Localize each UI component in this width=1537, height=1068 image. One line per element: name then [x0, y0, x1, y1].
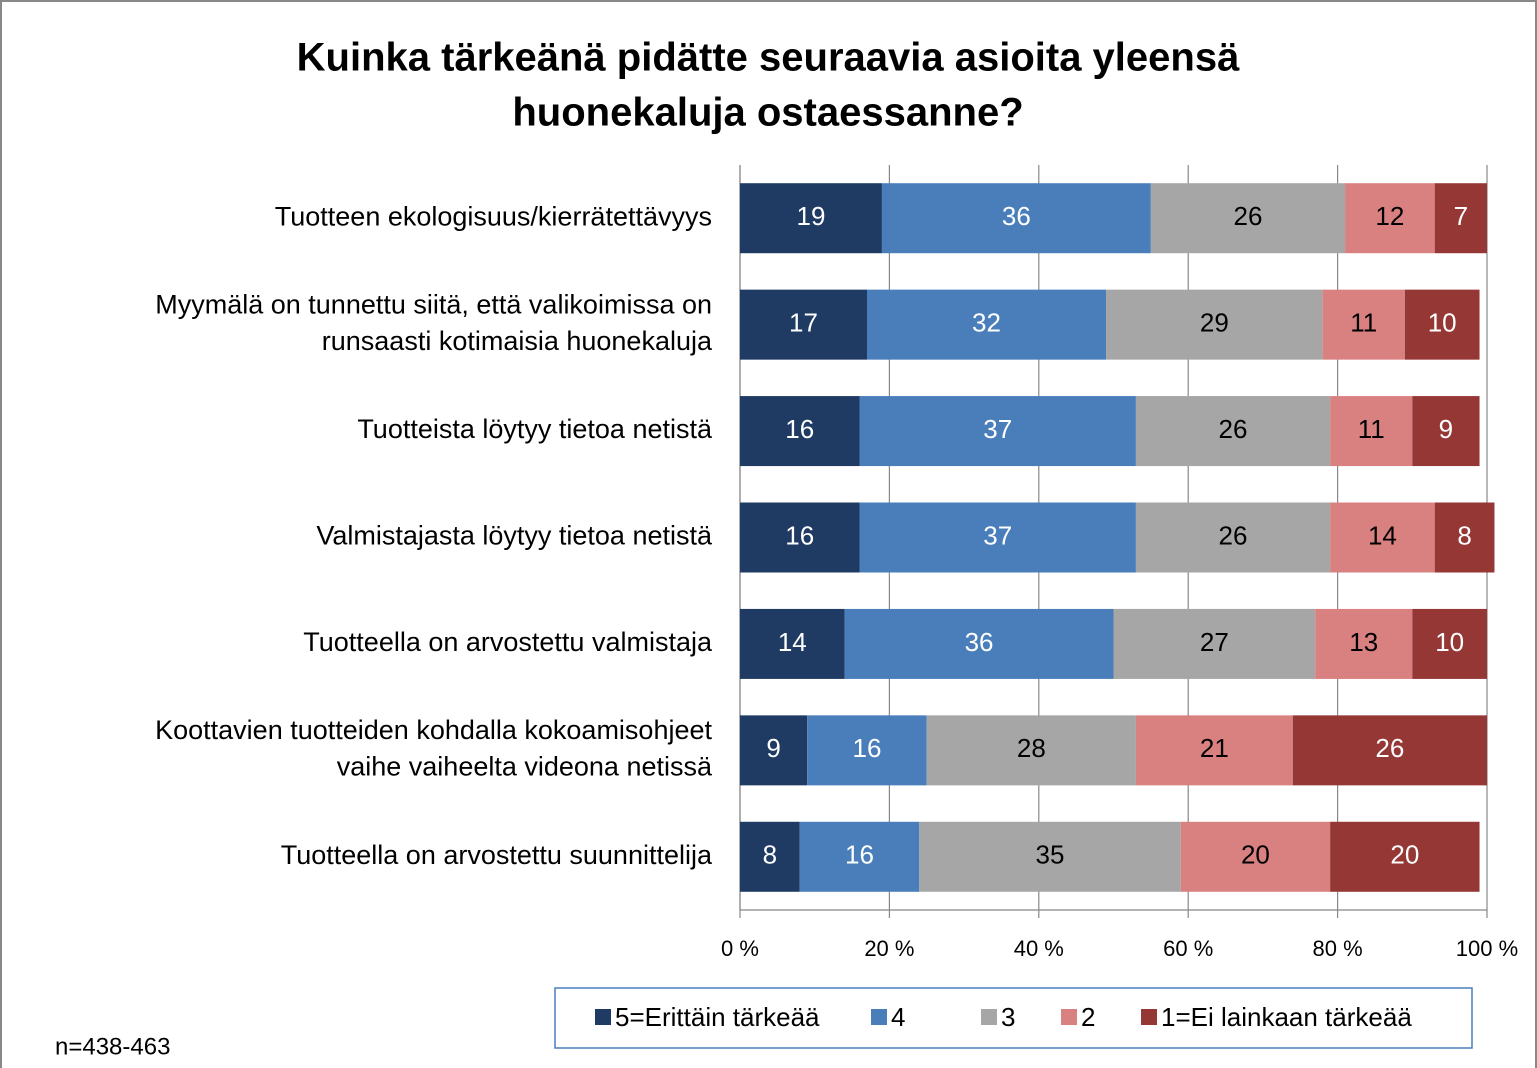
bar [799, 821, 920, 892]
bar [740, 502, 860, 573]
data-label: 14 [1368, 520, 1397, 550]
y-tick-label: Tuotteella on arvostettu suunnittelija [281, 840, 713, 870]
y-tick-label: Tuotteella on arvostettu valmistaja [303, 627, 713, 657]
data-label: 14 [778, 627, 807, 657]
bar [740, 821, 800, 892]
data-label: 32 [972, 308, 1001, 338]
legend-label: 5=Erittäin tärkeää [615, 1002, 820, 1032]
bar [859, 396, 1136, 467]
bar [1315, 608, 1413, 679]
x-tick-label: 80 % [1313, 936, 1363, 961]
data-label: 13 [1349, 627, 1378, 657]
y-tick-label: Valmistajasta löytyy tietoa netistä [316, 521, 713, 551]
bar [919, 821, 1181, 892]
bar [866, 289, 1107, 360]
data-label: 26 [1375, 733, 1404, 763]
bar [740, 289, 867, 360]
legend-swatch [1061, 1009, 1077, 1025]
bar [844, 608, 1114, 679]
bar [1434, 502, 1495, 573]
data-label: 20 [1241, 840, 1270, 870]
data-label: 11 [1358, 414, 1385, 444]
legend-swatch [981, 1009, 997, 1025]
data-label: 11 [1350, 308, 1377, 338]
bar [1330, 502, 1435, 573]
data-label: 26 [1219, 520, 1248, 550]
data-label: 8 [763, 840, 777, 870]
bar [1322, 289, 1405, 360]
data-label: 10 [1428, 308, 1457, 338]
data-label: 21 [1200, 733, 1229, 763]
x-tick-label: 0 % [721, 936, 759, 961]
bar [1345, 183, 1435, 254]
bar [1404, 289, 1480, 360]
data-label: 37 [983, 414, 1012, 444]
bar [807, 715, 927, 786]
legend-swatch [1141, 1009, 1157, 1025]
data-label: 9 [766, 733, 780, 763]
bar [1106, 289, 1323, 360]
data-label: 17 [789, 308, 818, 338]
legend-label: 2 [1081, 1002, 1095, 1032]
y-tick-label: Tuotteen ekologisuus/kierrätettävyys [275, 201, 712, 231]
data-label: 36 [1002, 201, 1031, 231]
data-label: 37 [983, 520, 1012, 550]
data-label: 27 [1200, 627, 1229, 657]
bar [740, 183, 882, 254]
x-tick-label: 100 % [1456, 936, 1518, 961]
data-label: 16 [845, 840, 874, 870]
y-tick-label: Tuotteista löytyy tietoa netistä [357, 414, 713, 444]
data-label: 26 [1233, 201, 1262, 231]
x-tick-label: 40 % [1014, 936, 1064, 961]
data-label: 16 [853, 733, 882, 763]
bar [1292, 715, 1487, 786]
bar [1135, 396, 1331, 467]
bar [740, 608, 845, 679]
data-label: 29 [1200, 308, 1229, 338]
bar [1330, 396, 1413, 467]
chart-title: Kuinka tärkeänä pidätte seuraavia asioit… [297, 35, 1240, 134]
data-label: 9 [1439, 414, 1453, 444]
x-tick-label: 60 % [1163, 936, 1213, 961]
y-tick-label: Myymälä on tunnettu siitä, että valikoim… [155, 290, 713, 356]
legend-box [554, 987, 1473, 1049]
data-label: 7 [1454, 201, 1468, 231]
bar [859, 502, 1136, 573]
data-label: 16 [785, 414, 814, 444]
data-label: 20 [1390, 840, 1419, 870]
legend-swatch [871, 1009, 887, 1025]
note: n=438-463 [55, 1033, 170, 1060]
bar [1330, 821, 1480, 892]
bar [1412, 608, 1487, 679]
bar [1434, 183, 1487, 254]
data-label: 35 [1036, 840, 1065, 870]
bar [881, 183, 1151, 254]
legend-label: 3 [1001, 1002, 1015, 1032]
bar [740, 396, 860, 467]
data-label: 10 [1435, 627, 1464, 657]
bar [1113, 608, 1316, 679]
legend-swatch [595, 1009, 611, 1025]
bar [1135, 502, 1331, 573]
bar [1135, 715, 1293, 786]
bar [740, 715, 808, 786]
data-label: 8 [1457, 520, 1471, 550]
bar [1412, 396, 1480, 467]
x-tick-label: 20 % [864, 936, 914, 961]
data-label: 26 [1219, 414, 1248, 444]
bar [1180, 821, 1331, 892]
legend-label: 4 [891, 1002, 905, 1032]
legend-label: 1=Ei lainkaan tärkeää [1161, 1002, 1412, 1032]
data-label: 36 [965, 627, 994, 657]
data-label: 19 [797, 201, 826, 231]
bar [1150, 183, 1346, 254]
bar [926, 715, 1136, 786]
y-tick-label: Koottavien tuotteiden kohdalla kokoamiso… [155, 715, 713, 781]
data-label: 28 [1017, 733, 1046, 763]
data-label: 16 [785, 520, 814, 550]
data-label: 12 [1375, 201, 1404, 231]
